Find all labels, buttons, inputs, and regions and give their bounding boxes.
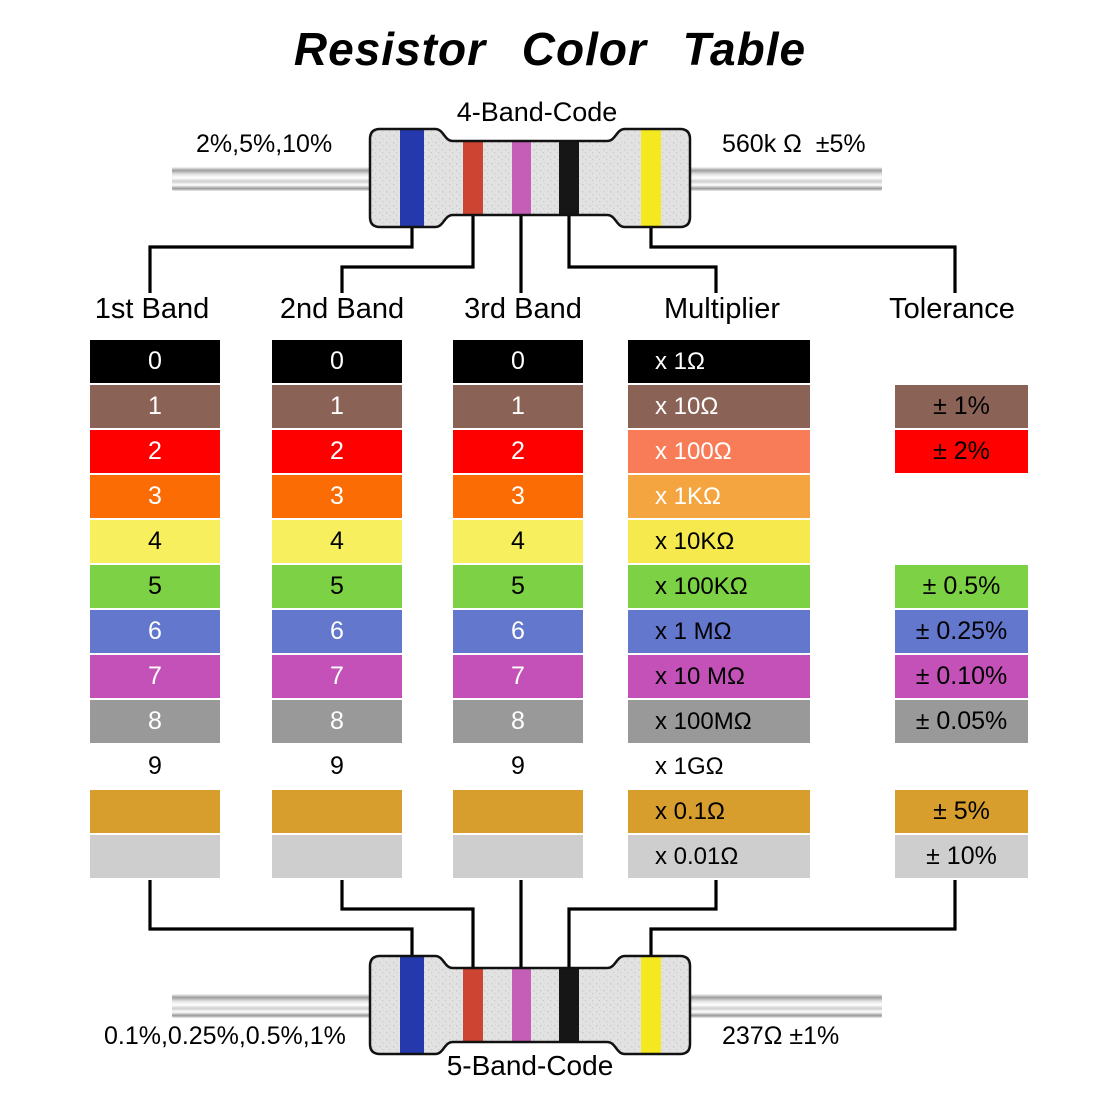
- tolerance-cell-green: ± 0.5%: [895, 565, 1028, 610]
- band1-cell-brown: 1: [90, 385, 220, 430]
- tolerance-empty-yellow: [895, 520, 1028, 565]
- tolerance-cell-brown: ± 1%: [895, 385, 1028, 430]
- multiplier-cell-gold: x 0.1Ω: [628, 790, 810, 835]
- band2-cell-black: 0: [272, 340, 402, 385]
- connector-2nd-band-bottom: [340, 880, 475, 972]
- band1-cell-silver: [90, 835, 220, 880]
- column-header-tolerance: Tolerance: [889, 293, 1015, 325]
- connector-2nd-band: [340, 214, 475, 293]
- band2-cell-gold: [272, 790, 402, 835]
- band1-cell-gray: 8: [90, 700, 220, 745]
- multiplier-cell-green: x 100KΩ: [628, 565, 810, 610]
- multiplier-cell-violet: x 10 MΩ: [628, 655, 810, 700]
- band2-cell-blue: 6: [272, 610, 402, 655]
- band2-cell-yellow: 4: [272, 520, 402, 565]
- band2-cell-brown: 1: [272, 385, 402, 430]
- connector-1st-band: [148, 226, 414, 293]
- connector-multiplier: [567, 214, 718, 293]
- column-header-2nd-band: 2nd Band: [279, 293, 405, 325]
- bottom-connector-lines: [148, 880, 957, 972]
- multiplier-cell-blue: x 1 MΩ: [628, 610, 810, 655]
- multiplier-cell-yellow: x 10KΩ: [628, 520, 810, 565]
- band1-cell-blue: 6: [90, 610, 220, 655]
- band1-cell-black: 0: [90, 340, 220, 385]
- band1-cell-orange: 3: [90, 475, 220, 520]
- band3-cell-black: 0: [453, 340, 583, 385]
- multiplier-cell-black: x 1Ω: [628, 340, 810, 385]
- band2-cell-gray: 8: [272, 700, 402, 745]
- band2-cell-violet: 7: [272, 655, 402, 700]
- band3-cell-gray: 8: [453, 700, 583, 745]
- band3-cell-white: 9: [453, 745, 583, 790]
- bottom-tolerance-note: 0.1%,0.25%,0.5%,1%: [104, 1022, 346, 1050]
- multiplier-cell-orange: x 1KΩ: [628, 475, 810, 520]
- multiplier-cell-red: x 100Ω: [628, 430, 810, 475]
- tolerance-cell-silver: ± 10%: [895, 835, 1028, 880]
- tolerance-cell-gold: ± 5%: [895, 790, 1028, 835]
- band1-cell-violet: 7: [90, 655, 220, 700]
- column-header-1st-band: 1st Band: [94, 293, 210, 325]
- band3-cell-red: 2: [453, 430, 583, 475]
- connector-tolerance: [649, 226, 957, 293]
- connector-multiplier-bottom: [567, 880, 718, 972]
- multiplier-cell-gray: x 100MΩ: [628, 700, 810, 745]
- page-title: Resistor Color Table: [293, 23, 807, 75]
- band2-cell-orange: 3: [272, 475, 402, 520]
- column-header-multiplier: Multiplier: [663, 293, 781, 325]
- tolerance-column: ± 1% ± 2% ± 0.5% ± 0.25% ± 0.10% ± 0.05% ± 5% ±…: [895, 340, 1028, 880]
- band1-cell-yellow: 4: [90, 520, 220, 565]
- tolerance-cell-red: ± 2%: [895, 430, 1028, 475]
- multiplier-cell-white: x 1GΩ: [628, 745, 810, 790]
- multiplier-cell-silver: x 0.01Ω: [628, 835, 810, 880]
- column-header-3rd-band: 3rd Band: [464, 293, 582, 325]
- band3-cell-brown: 1: [453, 385, 583, 430]
- connector-tolerance-bottom: [649, 880, 957, 960]
- multiplier-cell-brown: x 10Ω: [628, 385, 810, 430]
- band3-cell-silver: [453, 835, 583, 880]
- band2-cell-green: 5: [272, 565, 402, 610]
- tolerance-cell-blue: ± 0.25%: [895, 610, 1028, 655]
- band1-cell-white: 9: [90, 745, 220, 790]
- band1-cell-gold: [90, 790, 220, 835]
- tolerance-empty-orange: [895, 475, 1028, 520]
- band2-cell-white: 9: [272, 745, 402, 790]
- five-band-code-label: 5-Band-Code: [446, 1050, 614, 1081]
- band3-cell-yellow: 4: [453, 520, 583, 565]
- tolerance-empty-white: [895, 745, 1028, 790]
- top-value-note: 560k Ω ±5%: [722, 130, 866, 158]
- tolerance-empty-black: [895, 340, 1028, 385]
- band3-cell-orange: 3: [453, 475, 583, 520]
- tolerance-cell-violet: ± 0.10%: [895, 655, 1028, 700]
- band3-cell-violet: 7: [453, 655, 583, 700]
- bottom-value-note: 237Ω ±1%: [722, 1022, 840, 1050]
- tolerance-cell-gray: ± 0.05%: [895, 700, 1028, 745]
- band3-cell-gold: [453, 790, 583, 835]
- band2-cell-red: 2: [272, 430, 402, 475]
- band3-cell-green: 5: [453, 565, 583, 610]
- connector-1st-band-bottom: [148, 880, 414, 960]
- band2-cell-silver: [272, 835, 402, 880]
- top-connector-lines: [148, 214, 957, 293]
- band3-cell-blue: 6: [453, 610, 583, 655]
- band1-cell-red: 2: [90, 430, 220, 475]
- multiplier-column: x 1Ω x 10Ω x 100Ω x 1KΩ x 10KΩ x 100KΩ x 1 MΩ x…: [628, 340, 810, 880]
- four-band-code-label: 4-Band-Code: [456, 97, 618, 127]
- top-tolerance-note: 2%,5%,10%: [196, 130, 333, 158]
- band1-cell-green: 5: [90, 565, 220, 610]
